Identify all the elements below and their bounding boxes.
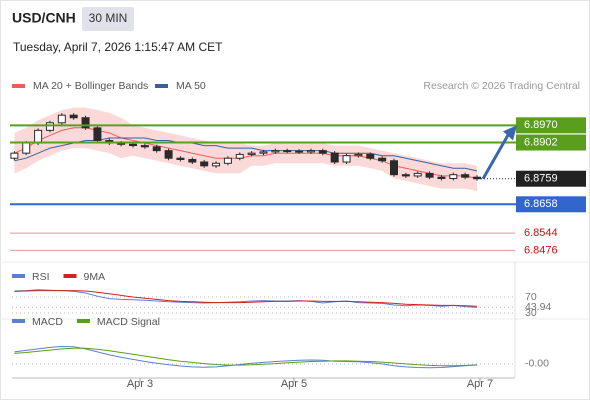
target-arrow (481, 132, 511, 180)
legend-label: RSI (32, 271, 50, 283)
credit: Research © 2026 Trading Central (423, 80, 580, 92)
candle-body (176, 157, 185, 160)
y-tick-label: 43.94 (525, 301, 551, 313)
legend-label: MACD Signal (97, 316, 160, 328)
level-label: 6.8658 (524, 198, 558, 210)
legend-swatch (63, 274, 77, 278)
y-tick-label: 70 (525, 291, 537, 303)
candle-body (449, 174, 458, 179)
legend-swatch (155, 84, 168, 88)
candle-body (306, 150, 315, 153)
candle-body (401, 174, 410, 177)
candle-body (81, 117, 90, 129)
y-tick-label: 30 (525, 307, 537, 319)
series-line (14, 345, 478, 369)
candle-body (437, 176, 446, 179)
interval: 30 MIN (89, 11, 128, 25)
candle-body (271, 150, 280, 153)
legend-swatch (12, 84, 25, 88)
candle-body (318, 150, 327, 154)
level-label: 6.8902 (524, 136, 558, 148)
candle-body (129, 143, 138, 147)
candle-body (425, 172, 434, 178)
candle-body (461, 174, 470, 178)
candle-body (45, 122, 54, 131)
level-label: 6.8544 (524, 227, 558, 239)
candle-body (354, 153, 363, 157)
legend-label: 9MA (84, 271, 106, 283)
candle-body (140, 145, 149, 148)
legend-swatch (12, 274, 25, 278)
candle-body (10, 152, 19, 159)
ma-line (14, 127, 478, 179)
level-box (516, 196, 586, 213)
candle-body (93, 127, 102, 141)
ma-line (14, 137, 478, 172)
timestamp: Tuesday, April 7, 2026 1:15:47 AM CET (13, 40, 223, 54)
symbol: USD/CNH (12, 10, 76, 26)
candle-body (22, 142, 31, 154)
candle-body (342, 155, 351, 163)
candle-body (330, 152, 339, 163)
y-tick-label: -0.00 (525, 358, 549, 370)
candle-body (200, 161, 209, 167)
level-label: 6.8759 (524, 173, 558, 185)
candle-body (164, 150, 173, 159)
level-box (516, 134, 586, 151)
level-label: 6.8476 (524, 244, 558, 256)
candle-body (57, 114, 66, 124)
candle-body (283, 150, 292, 153)
candle-body (69, 114, 78, 119)
legend-swatch (76, 319, 90, 323)
candle-body (188, 158, 197, 163)
interval-box (82, 7, 134, 31)
candle-body (247, 152, 256, 155)
candle-body (413, 172, 422, 177)
x-tick-label: Apr 7 (467, 378, 493, 390)
level-label: 6.8970 (524, 119, 558, 131)
candle-body (473, 176, 482, 180)
bollinger-band (14, 107, 478, 192)
candle-body (223, 157, 232, 164)
x-tick-label: Apr 5 (281, 378, 307, 390)
level-box (516, 170, 586, 187)
level-box (516, 117, 586, 134)
target-arrowhead (503, 125, 517, 141)
candle-body (34, 129, 43, 144)
x-tick-label: Apr 3 (127, 378, 153, 390)
candle-body (152, 146, 161, 152)
candle-body (259, 151, 268, 154)
candle-body (378, 157, 387, 162)
legend-swatch (12, 319, 25, 323)
candle-body (212, 162, 221, 167)
candle-body (366, 153, 375, 159)
candle-body (389, 160, 398, 176)
candle-body (295, 150, 304, 153)
legend-label: MACD (32, 316, 63, 328)
candle-body (235, 153, 244, 159)
series-line (14, 289, 478, 308)
series-line (14, 290, 478, 307)
series-line (14, 347, 478, 367)
legend-label: MA 20 + Bollinger Bands (33, 80, 148, 92)
legend-label: MA 50 (176, 80, 206, 92)
